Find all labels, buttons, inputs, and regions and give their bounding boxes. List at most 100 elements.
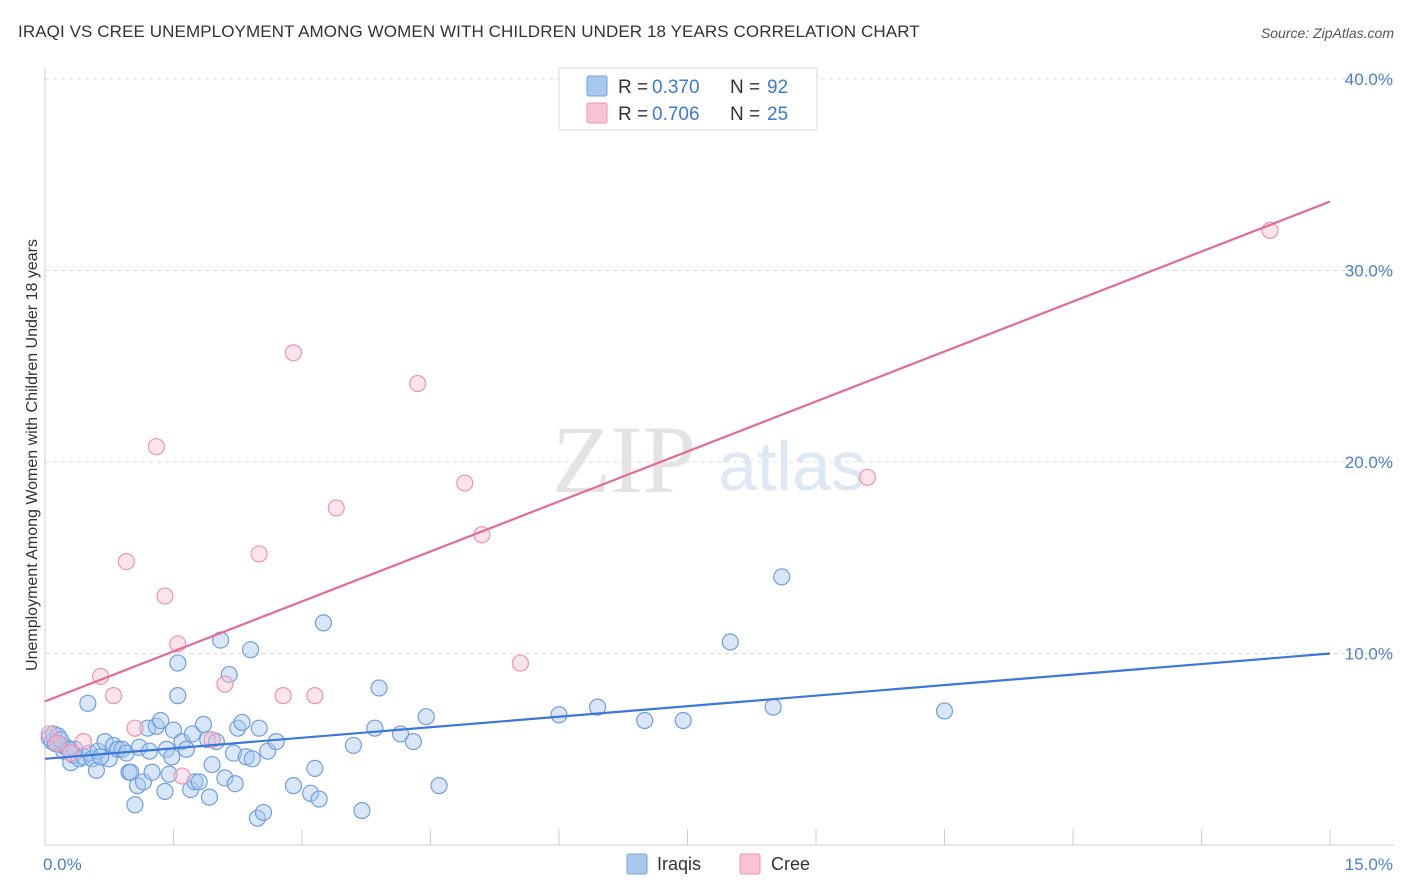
- iraqis-point: [243, 750, 261, 768]
- iraqis-point: [284, 777, 303, 795]
- cree-trend-line: [44, 200, 1331, 703]
- cree-point: [511, 654, 530, 672]
- chart-title: IRAQI VS CREE UNEMPLOYMENT AMONG WOMEN W…: [18, 22, 920, 41]
- iraqis-point: [935, 702, 954, 720]
- cree-point: [327, 499, 345, 517]
- bottom-legend-swatch-iraqis: [626, 853, 648, 875]
- legend-swatch-cree: [586, 102, 608, 124]
- cree-point: [62, 744, 80, 762]
- bottom-legend-label-iraqis: Iraqis: [657, 854, 701, 874]
- bottom-legend-label-cree: Cree: [771, 854, 810, 874]
- iraqis-point: [216, 769, 234, 787]
- x-tick-labels: 0.0% 15.0%: [43, 855, 1393, 874]
- iraqis-point: [721, 633, 739, 651]
- iraqis-point: [674, 711, 692, 730]
- trend-lines: [44, 200, 1331, 760]
- iraqis-point: [134, 773, 153, 791]
- iraqis-point: [242, 641, 260, 659]
- legend-n-value-cree: 25: [767, 104, 788, 125]
- iraqis-point: [164, 721, 183, 739]
- iraqis-point: [163, 748, 181, 766]
- iraqis-point: [366, 719, 384, 737]
- iraqis-point: [430, 777, 448, 795]
- iraqis-point: [152, 711, 170, 730]
- y-tick-labels: 10.0% 20.0% 30.0% 40.0%: [1345, 70, 1393, 664]
- iraqis-point: [353, 801, 371, 820]
- bottom-legend: Iraqis Cree: [626, 853, 810, 875]
- y-axis-label: Unemployment Among Women with Children U…: [24, 239, 41, 671]
- iraqis-point: [764, 698, 782, 716]
- iraqis-point: [169, 654, 187, 672]
- legend-swatch-iraqis: [586, 75, 608, 97]
- iraqis-point: [550, 706, 568, 724]
- cree-point: [40, 725, 58, 743]
- cree-point: [104, 687, 123, 705]
- iraqis-point: [417, 708, 435, 726]
- iraqis-point: [310, 790, 328, 808]
- axes: [44, 68, 1394, 846]
- cree-point: [74, 732, 93, 751]
- iraqis-point: [267, 732, 285, 751]
- iraqis-point: [254, 803, 273, 822]
- iraqis-point: [773, 568, 791, 586]
- iraqis-point: [588, 698, 607, 716]
- cree-point: [456, 474, 474, 492]
- gridlines: [45, 78, 1394, 654]
- iraqis-trend-line: [44, 652, 1331, 760]
- legend-r-value-cree: 0.706: [652, 104, 700, 125]
- legend-n-label-iraqis: N =: [730, 77, 760, 98]
- iraqis-point: [259, 742, 277, 760]
- cree-point: [274, 687, 292, 705]
- cree-point: [49, 734, 67, 753]
- watermark: ZIP atlas: [552, 406, 866, 513]
- iraqis-point: [79, 694, 97, 712]
- cree-point: [156, 587, 174, 605]
- cree-point: [250, 545, 268, 563]
- iraqis-point: [226, 775, 244, 793]
- iraqis-point: [314, 614, 333, 632]
- iraqis-point: [92, 748, 110, 766]
- legend-n-value-iraqis: 92: [767, 77, 788, 98]
- legend-r-label-cree: R =: [618, 104, 648, 125]
- iraqis-point: [126, 796, 144, 814]
- y-tick-label: 10.0%: [1345, 645, 1393, 664]
- iraqis-point: [344, 736, 362, 755]
- top-legend: R = 0.370 N = 92 R = 0.706 N = 25: [558, 67, 818, 131]
- y-tick-label: 20.0%: [1345, 453, 1393, 472]
- legend-r-value-iraqis: 0.370: [652, 77, 700, 98]
- iraqis-point: [122, 763, 140, 781]
- x-tick-label: 15.0%: [1345, 855, 1393, 874]
- iraqis-point: [220, 665, 238, 684]
- iraqis-point: [183, 725, 201, 743]
- legend-n-label-cree: N =: [730, 104, 760, 125]
- iraqis-point: [370, 679, 388, 697]
- iraqis-point: [233, 713, 251, 732]
- cree-point: [117, 552, 135, 571]
- iraqis-point: [190, 773, 208, 791]
- x-tick-label: 0.0%: [43, 855, 82, 874]
- cree-point: [858, 468, 877, 486]
- iraqis-point: [404, 732, 422, 751]
- cree-point: [306, 687, 324, 705]
- cree-point: [173, 767, 191, 785]
- iraqis-point: [636, 711, 654, 730]
- series-iraqis-points: [40, 568, 954, 827]
- bottom-legend-swatch-cree: [739, 853, 761, 875]
- cree-point: [409, 374, 427, 393]
- iraqis-point: [177, 740, 195, 758]
- cree-point: [126, 719, 144, 737]
- iraqis-point: [301, 784, 320, 802]
- iraqis-point: [203, 755, 221, 774]
- y-tick-label: 40.0%: [1345, 70, 1393, 89]
- iraqis-point: [194, 715, 213, 733]
- cree-point: [203, 731, 221, 749]
- iraqis-point: [156, 782, 174, 800]
- cree-point: [216, 675, 234, 693]
- cree-point: [147, 438, 165, 456]
- cree-point: [284, 344, 303, 362]
- iraqis-point: [306, 759, 324, 778]
- source-label: Source: ZipAtlas.com: [1260, 25, 1394, 41]
- watermark-atlas: atlas: [718, 427, 866, 505]
- iraqis-point: [169, 687, 187, 705]
